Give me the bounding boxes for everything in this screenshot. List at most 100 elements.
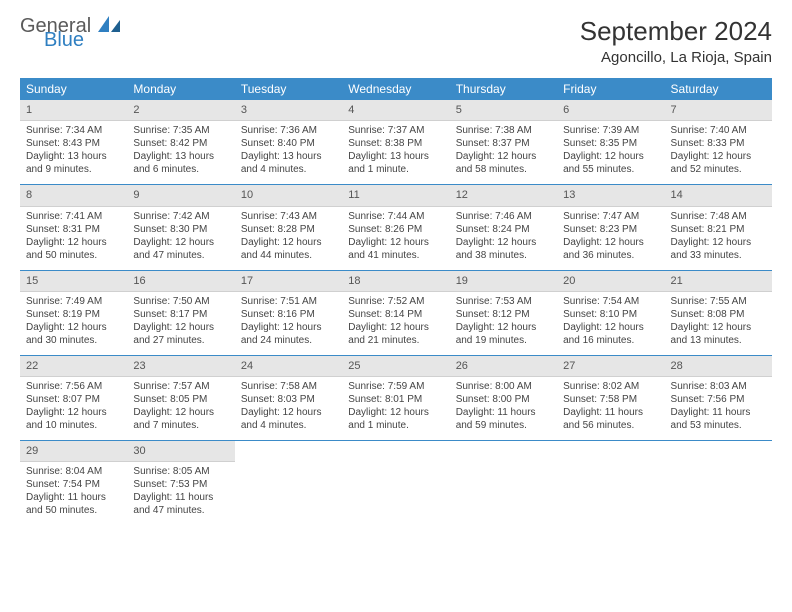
sunrise-line: Sunrise: 7:40 AM: [671, 124, 766, 137]
day-body: Sunrise: 7:48 AMSunset: 8:21 PMDaylight:…: [665, 207, 772, 270]
daylight-line: Daylight: 13 hours and 6 minutes.: [133, 150, 228, 176]
sunset-line: Sunset: 8:37 PM: [456, 137, 551, 150]
month-title: September 2024: [580, 16, 772, 47]
day-number: 20: [557, 271, 664, 292]
calendar-day-cell: 11Sunrise: 7:44 AMSunset: 8:26 PMDayligh…: [342, 185, 449, 270]
weekday-header: Tuesday: [235, 78, 342, 100]
daylight-line: Daylight: 12 hours and 19 minutes.: [456, 321, 551, 347]
day-body: Sunrise: 7:41 AMSunset: 8:31 PMDaylight:…: [20, 207, 127, 270]
sunset-line: Sunset: 8:21 PM: [671, 223, 766, 236]
day-number: 21: [665, 271, 772, 292]
day-number: 16: [127, 271, 234, 292]
sunrise-line: Sunrise: 7:46 AM: [456, 210, 551, 223]
day-number: 13: [557, 185, 664, 206]
title-block: September 2024 Agoncillo, La Rioja, Spai…: [580, 16, 772, 66]
calendar-day-cell: 2Sunrise: 7:35 AMSunset: 8:42 PMDaylight…: [127, 100, 234, 185]
day-body: Sunrise: 7:50 AMSunset: 8:17 PMDaylight:…: [127, 292, 234, 355]
day-body: Sunrise: 7:35 AMSunset: 8:42 PMDaylight:…: [127, 121, 234, 184]
sunset-line: Sunset: 8:01 PM: [348, 393, 443, 406]
calendar-day-cell: 3Sunrise: 7:36 AMSunset: 8:40 PMDaylight…: [235, 100, 342, 185]
daylight-line: Daylight: 11 hours and 59 minutes.: [456, 406, 551, 432]
sunrise-line: Sunrise: 7:41 AM: [26, 210, 121, 223]
sunrise-line: Sunrise: 7:44 AM: [348, 210, 443, 223]
daylight-line: Daylight: 12 hours and 4 minutes.: [241, 406, 336, 432]
calendar-day-cell: [450, 441, 557, 526]
daylight-line: Daylight: 11 hours and 47 minutes.: [133, 491, 228, 517]
day-body: Sunrise: 7:42 AMSunset: 8:30 PMDaylight:…: [127, 207, 234, 270]
sunrise-line: Sunrise: 7:43 AM: [241, 210, 336, 223]
sunrise-line: Sunrise: 8:05 AM: [133, 465, 228, 478]
daylight-line: Daylight: 12 hours and 55 minutes.: [563, 150, 658, 176]
day-body: Sunrise: 8:03 AMSunset: 7:56 PMDaylight:…: [665, 377, 772, 440]
calendar-day-cell: 25Sunrise: 7:59 AMSunset: 8:01 PMDayligh…: [342, 355, 449, 440]
calendar-day-cell: 1Sunrise: 7:34 AMSunset: 8:43 PMDaylight…: [20, 100, 127, 185]
calendar-day-cell: [342, 441, 449, 526]
calendar-day-cell: 24Sunrise: 7:58 AMSunset: 8:03 PMDayligh…: [235, 355, 342, 440]
sunrise-line: Sunrise: 7:56 AM: [26, 380, 121, 393]
calendar-day-cell: [557, 441, 664, 526]
day-number: 22: [20, 356, 127, 377]
daylight-line: Daylight: 12 hours and 21 minutes.: [348, 321, 443, 347]
sunrise-line: Sunrise: 7:50 AM: [133, 295, 228, 308]
calendar-day-cell: 26Sunrise: 8:00 AMSunset: 8:00 PMDayligh…: [450, 355, 557, 440]
brand-part2: Blue: [44, 30, 120, 50]
sunset-line: Sunset: 8:23 PM: [563, 223, 658, 236]
calendar-week-row: 22Sunrise: 7:56 AMSunset: 8:07 PMDayligh…: [20, 355, 772, 440]
day-number: 11: [342, 185, 449, 206]
day-body: Sunrise: 7:40 AMSunset: 8:33 PMDaylight:…: [665, 121, 772, 184]
sunrise-line: Sunrise: 7:54 AM: [563, 295, 658, 308]
weekday-header: Saturday: [665, 78, 772, 100]
day-number: 5: [450, 100, 557, 121]
daylight-line: Daylight: 13 hours and 9 minutes.: [26, 150, 121, 176]
sunset-line: Sunset: 8:14 PM: [348, 308, 443, 321]
day-number: 6: [557, 100, 664, 121]
sunset-line: Sunset: 7:58 PM: [563, 393, 658, 406]
calendar-day-cell: 22Sunrise: 7:56 AMSunset: 8:07 PMDayligh…: [20, 355, 127, 440]
sunset-line: Sunset: 7:56 PM: [671, 393, 766, 406]
calendar-day-cell: [665, 441, 772, 526]
sunset-line: Sunset: 8:33 PM: [671, 137, 766, 150]
page-header: General Blue September 2024 Agoncillo, L…: [20, 16, 772, 66]
calendar-week-row: 29Sunrise: 8:04 AMSunset: 7:54 PMDayligh…: [20, 441, 772, 526]
calendar-week-row: 1Sunrise: 7:34 AMSunset: 8:43 PMDaylight…: [20, 100, 772, 185]
day-number: 1: [20, 100, 127, 121]
day-body: Sunrise: 7:51 AMSunset: 8:16 PMDaylight:…: [235, 292, 342, 355]
day-body: Sunrise: 7:52 AMSunset: 8:14 PMDaylight:…: [342, 292, 449, 355]
sunrise-line: Sunrise: 7:49 AM: [26, 295, 121, 308]
calendar-day-cell: 9Sunrise: 7:42 AMSunset: 8:30 PMDaylight…: [127, 185, 234, 270]
day-number: 28: [665, 356, 772, 377]
day-body: Sunrise: 7:49 AMSunset: 8:19 PMDaylight:…: [20, 292, 127, 355]
daylight-line: Daylight: 12 hours and 52 minutes.: [671, 150, 766, 176]
sunrise-line: Sunrise: 7:39 AM: [563, 124, 658, 137]
sunset-line: Sunset: 7:54 PM: [26, 478, 121, 491]
day-body: Sunrise: 7:59 AMSunset: 8:01 PMDaylight:…: [342, 377, 449, 440]
daylight-line: Daylight: 12 hours and 30 minutes.: [26, 321, 121, 347]
daylight-line: Daylight: 12 hours and 10 minutes.: [26, 406, 121, 432]
weekday-header: Sunday: [20, 78, 127, 100]
sunrise-line: Sunrise: 7:36 AM: [241, 124, 336, 137]
sunset-line: Sunset: 8:05 PM: [133, 393, 228, 406]
brand-logo: General Blue: [20, 16, 120, 50]
day-body: Sunrise: 8:05 AMSunset: 7:53 PMDaylight:…: [127, 462, 234, 525]
day-number: 19: [450, 271, 557, 292]
daylight-line: Daylight: 12 hours and 41 minutes.: [348, 236, 443, 262]
calendar-day-cell: 20Sunrise: 7:54 AMSunset: 8:10 PMDayligh…: [557, 270, 664, 355]
sunset-line: Sunset: 8:17 PM: [133, 308, 228, 321]
sunrise-line: Sunrise: 7:37 AM: [348, 124, 443, 137]
sunset-line: Sunset: 8:00 PM: [456, 393, 551, 406]
day-body: Sunrise: 7:57 AMSunset: 8:05 PMDaylight:…: [127, 377, 234, 440]
day-number: 3: [235, 100, 342, 121]
sunset-line: Sunset: 8:42 PM: [133, 137, 228, 150]
sunset-line: Sunset: 8:24 PM: [456, 223, 551, 236]
day-body: Sunrise: 7:53 AMSunset: 8:12 PMDaylight:…: [450, 292, 557, 355]
daylight-line: Daylight: 12 hours and 38 minutes.: [456, 236, 551, 262]
day-body: Sunrise: 7:39 AMSunset: 8:35 PMDaylight:…: [557, 121, 664, 184]
day-number: 26: [450, 356, 557, 377]
calendar-day-cell: [235, 441, 342, 526]
daylight-line: Daylight: 11 hours and 50 minutes.: [26, 491, 121, 517]
day-body: Sunrise: 7:54 AMSunset: 8:10 PMDaylight:…: [557, 292, 664, 355]
calendar-day-cell: 17Sunrise: 7:51 AMSunset: 8:16 PMDayligh…: [235, 270, 342, 355]
calendar-day-cell: 14Sunrise: 7:48 AMSunset: 8:21 PMDayligh…: [665, 185, 772, 270]
weekday-header-row: Sunday Monday Tuesday Wednesday Thursday…: [20, 78, 772, 100]
day-number: 27: [557, 356, 664, 377]
